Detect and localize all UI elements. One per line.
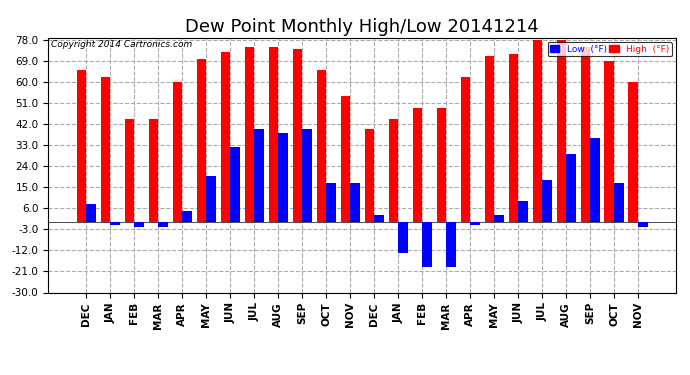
Bar xyxy=(110,222,120,225)
Bar xyxy=(542,180,552,222)
Bar xyxy=(590,138,600,222)
Bar xyxy=(509,54,518,222)
Bar xyxy=(182,211,192,222)
Bar xyxy=(245,47,255,222)
Bar xyxy=(293,49,302,222)
Bar xyxy=(101,77,110,222)
Bar xyxy=(518,201,528,222)
Bar xyxy=(533,40,542,222)
Bar xyxy=(206,176,216,222)
Bar xyxy=(638,222,648,227)
Bar xyxy=(326,183,336,222)
Title: Dew Point Monthly High/Low 20141214: Dew Point Monthly High/Low 20141214 xyxy=(186,18,539,36)
Bar xyxy=(159,222,168,227)
Bar xyxy=(614,183,624,222)
Bar xyxy=(461,77,470,222)
Bar xyxy=(604,61,614,222)
Bar xyxy=(629,82,638,222)
Bar xyxy=(149,119,159,222)
Bar xyxy=(255,129,264,222)
Bar xyxy=(341,96,351,222)
Bar xyxy=(172,82,182,222)
Bar xyxy=(388,119,398,222)
Bar xyxy=(580,47,590,222)
Bar xyxy=(422,222,432,267)
Bar xyxy=(317,70,326,222)
Text: Copyright 2014 Cartronics.com: Copyright 2014 Cartronics.com xyxy=(52,40,193,49)
Bar xyxy=(566,154,575,222)
Bar xyxy=(398,222,408,253)
Bar xyxy=(77,70,86,222)
Bar xyxy=(494,215,504,222)
Bar xyxy=(557,40,566,222)
Bar xyxy=(197,58,206,222)
Bar xyxy=(374,215,384,222)
Bar xyxy=(364,129,374,222)
Bar xyxy=(302,129,312,222)
Bar xyxy=(268,47,278,222)
Bar xyxy=(221,51,230,222)
Bar xyxy=(135,222,144,227)
Bar xyxy=(484,56,494,222)
Bar xyxy=(125,119,135,222)
Bar xyxy=(470,222,480,225)
Bar xyxy=(446,222,456,267)
Bar xyxy=(437,108,446,222)
Bar xyxy=(230,147,240,222)
Bar xyxy=(278,134,288,222)
Bar xyxy=(413,108,422,222)
Legend: Low  (°F), High  (°F): Low (°F), High (°F) xyxy=(548,42,671,56)
Bar xyxy=(86,204,96,222)
Bar xyxy=(351,183,360,222)
